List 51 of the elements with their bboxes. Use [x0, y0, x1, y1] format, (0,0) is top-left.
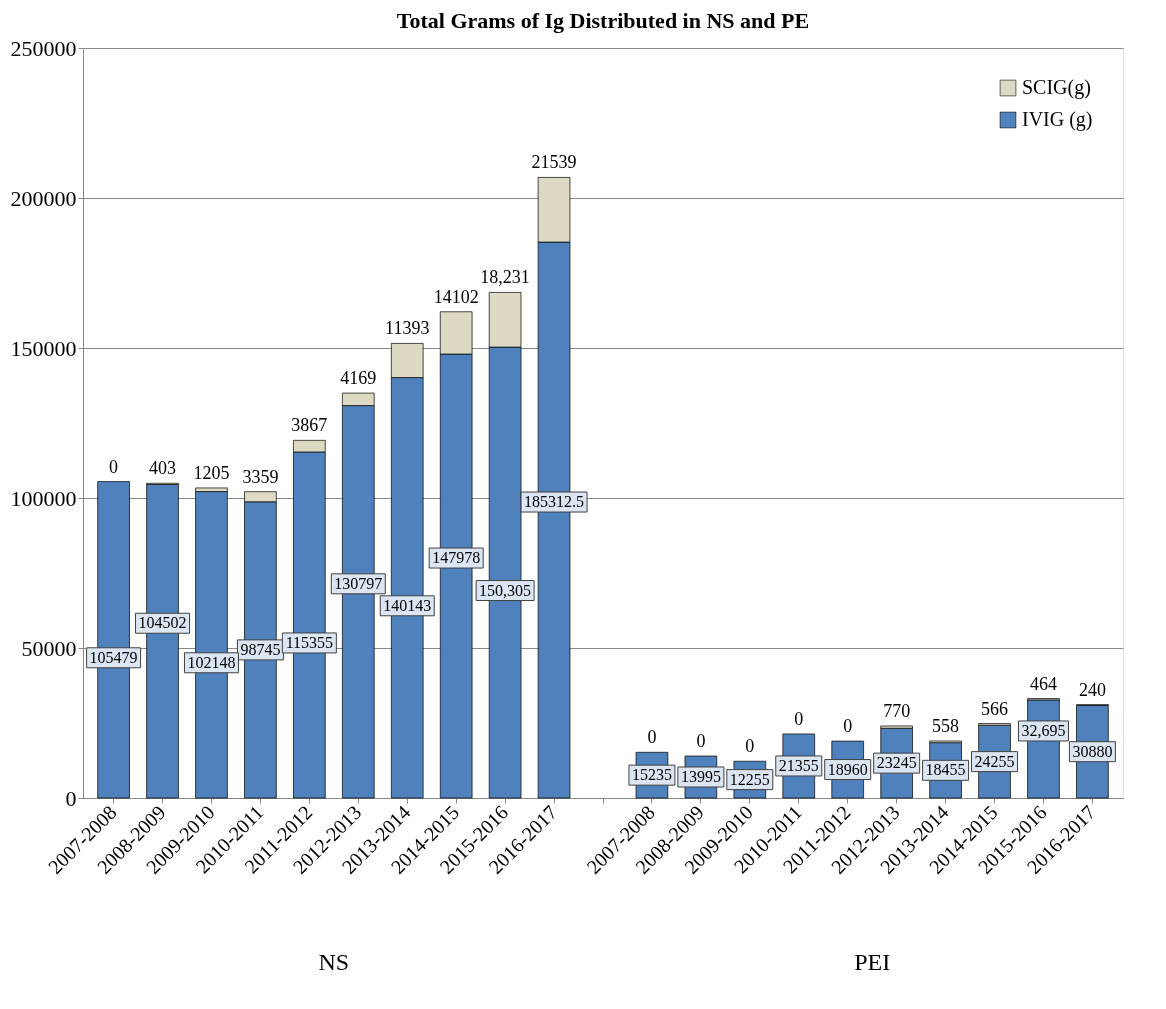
- data-label: 21355: [778, 756, 819, 774]
- data-label: 0: [647, 727, 657, 748]
- data-label: 98745: [240, 640, 281, 658]
- data-label: 24255: [974, 752, 1015, 770]
- data-label: 12255: [729, 770, 770, 788]
- data-label: 0: [745, 736, 755, 757]
- data-label: 18,231: [480, 267, 530, 288]
- legend-label: IVIG (g): [1022, 108, 1093, 131]
- data-label: 23245: [876, 754, 917, 772]
- data-label: 4169: [340, 368, 377, 389]
- data-label: 150,305: [479, 581, 532, 599]
- y-tick-label: 250000: [10, 35, 77, 61]
- text: PEI: [854, 949, 891, 975]
- data-label: 566: [981, 698, 1009, 719]
- data-label: 185312.5: [524, 493, 585, 511]
- data-label: 32,695: [1021, 721, 1066, 739]
- y-tick-label: 100000: [10, 485, 77, 511]
- data-label: 147978: [432, 549, 481, 567]
- data-label: 464: [1029, 673, 1057, 694]
- data-label: 13995: [680, 768, 721, 786]
- data-label: 11393: [385, 318, 430, 339]
- data-label: 3359: [242, 466, 279, 487]
- data-label: 240: [1078, 679, 1106, 700]
- data-label: 14102: [433, 286, 479, 307]
- data-label: 3867: [291, 415, 328, 436]
- chart-title: Total Grams of Ig Distributed in NS and PE: [396, 8, 810, 33]
- data-label: 558: [932, 715, 960, 736]
- data-label: 30880: [1072, 742, 1113, 760]
- text: NS: [318, 949, 350, 975]
- data-label: 18960: [827, 760, 868, 778]
- data-label: 102148: [187, 653, 236, 671]
- data-label: 18455: [925, 761, 966, 779]
- y-tick-label: 0: [65, 785, 77, 811]
- data-label: 770: [883, 700, 911, 721]
- data-label: 403: [149, 458, 177, 479]
- data-label: 1205: [193, 462, 230, 483]
- legend-label: SCIG(g): [1022, 76, 1091, 99]
- data-label: 0: [794, 708, 804, 729]
- data-label: 130797: [334, 574, 383, 592]
- data-label: 105479: [89, 648, 138, 666]
- data-label: 15235: [631, 766, 672, 784]
- data-label: 104502: [138, 614, 187, 632]
- y-tick-label: 200000: [10, 185, 77, 211]
- data-label: 0: [696, 731, 706, 752]
- y-tick-label: 50000: [21, 635, 77, 661]
- data-label: 140143: [383, 596, 432, 614]
- data-label: 0: [109, 456, 119, 477]
- data-label: 0: [843, 716, 853, 737]
- data-label: 115355: [285, 633, 334, 651]
- data-label: 21539: [531, 152, 577, 173]
- y-tick-label: 150000: [10, 335, 77, 361]
